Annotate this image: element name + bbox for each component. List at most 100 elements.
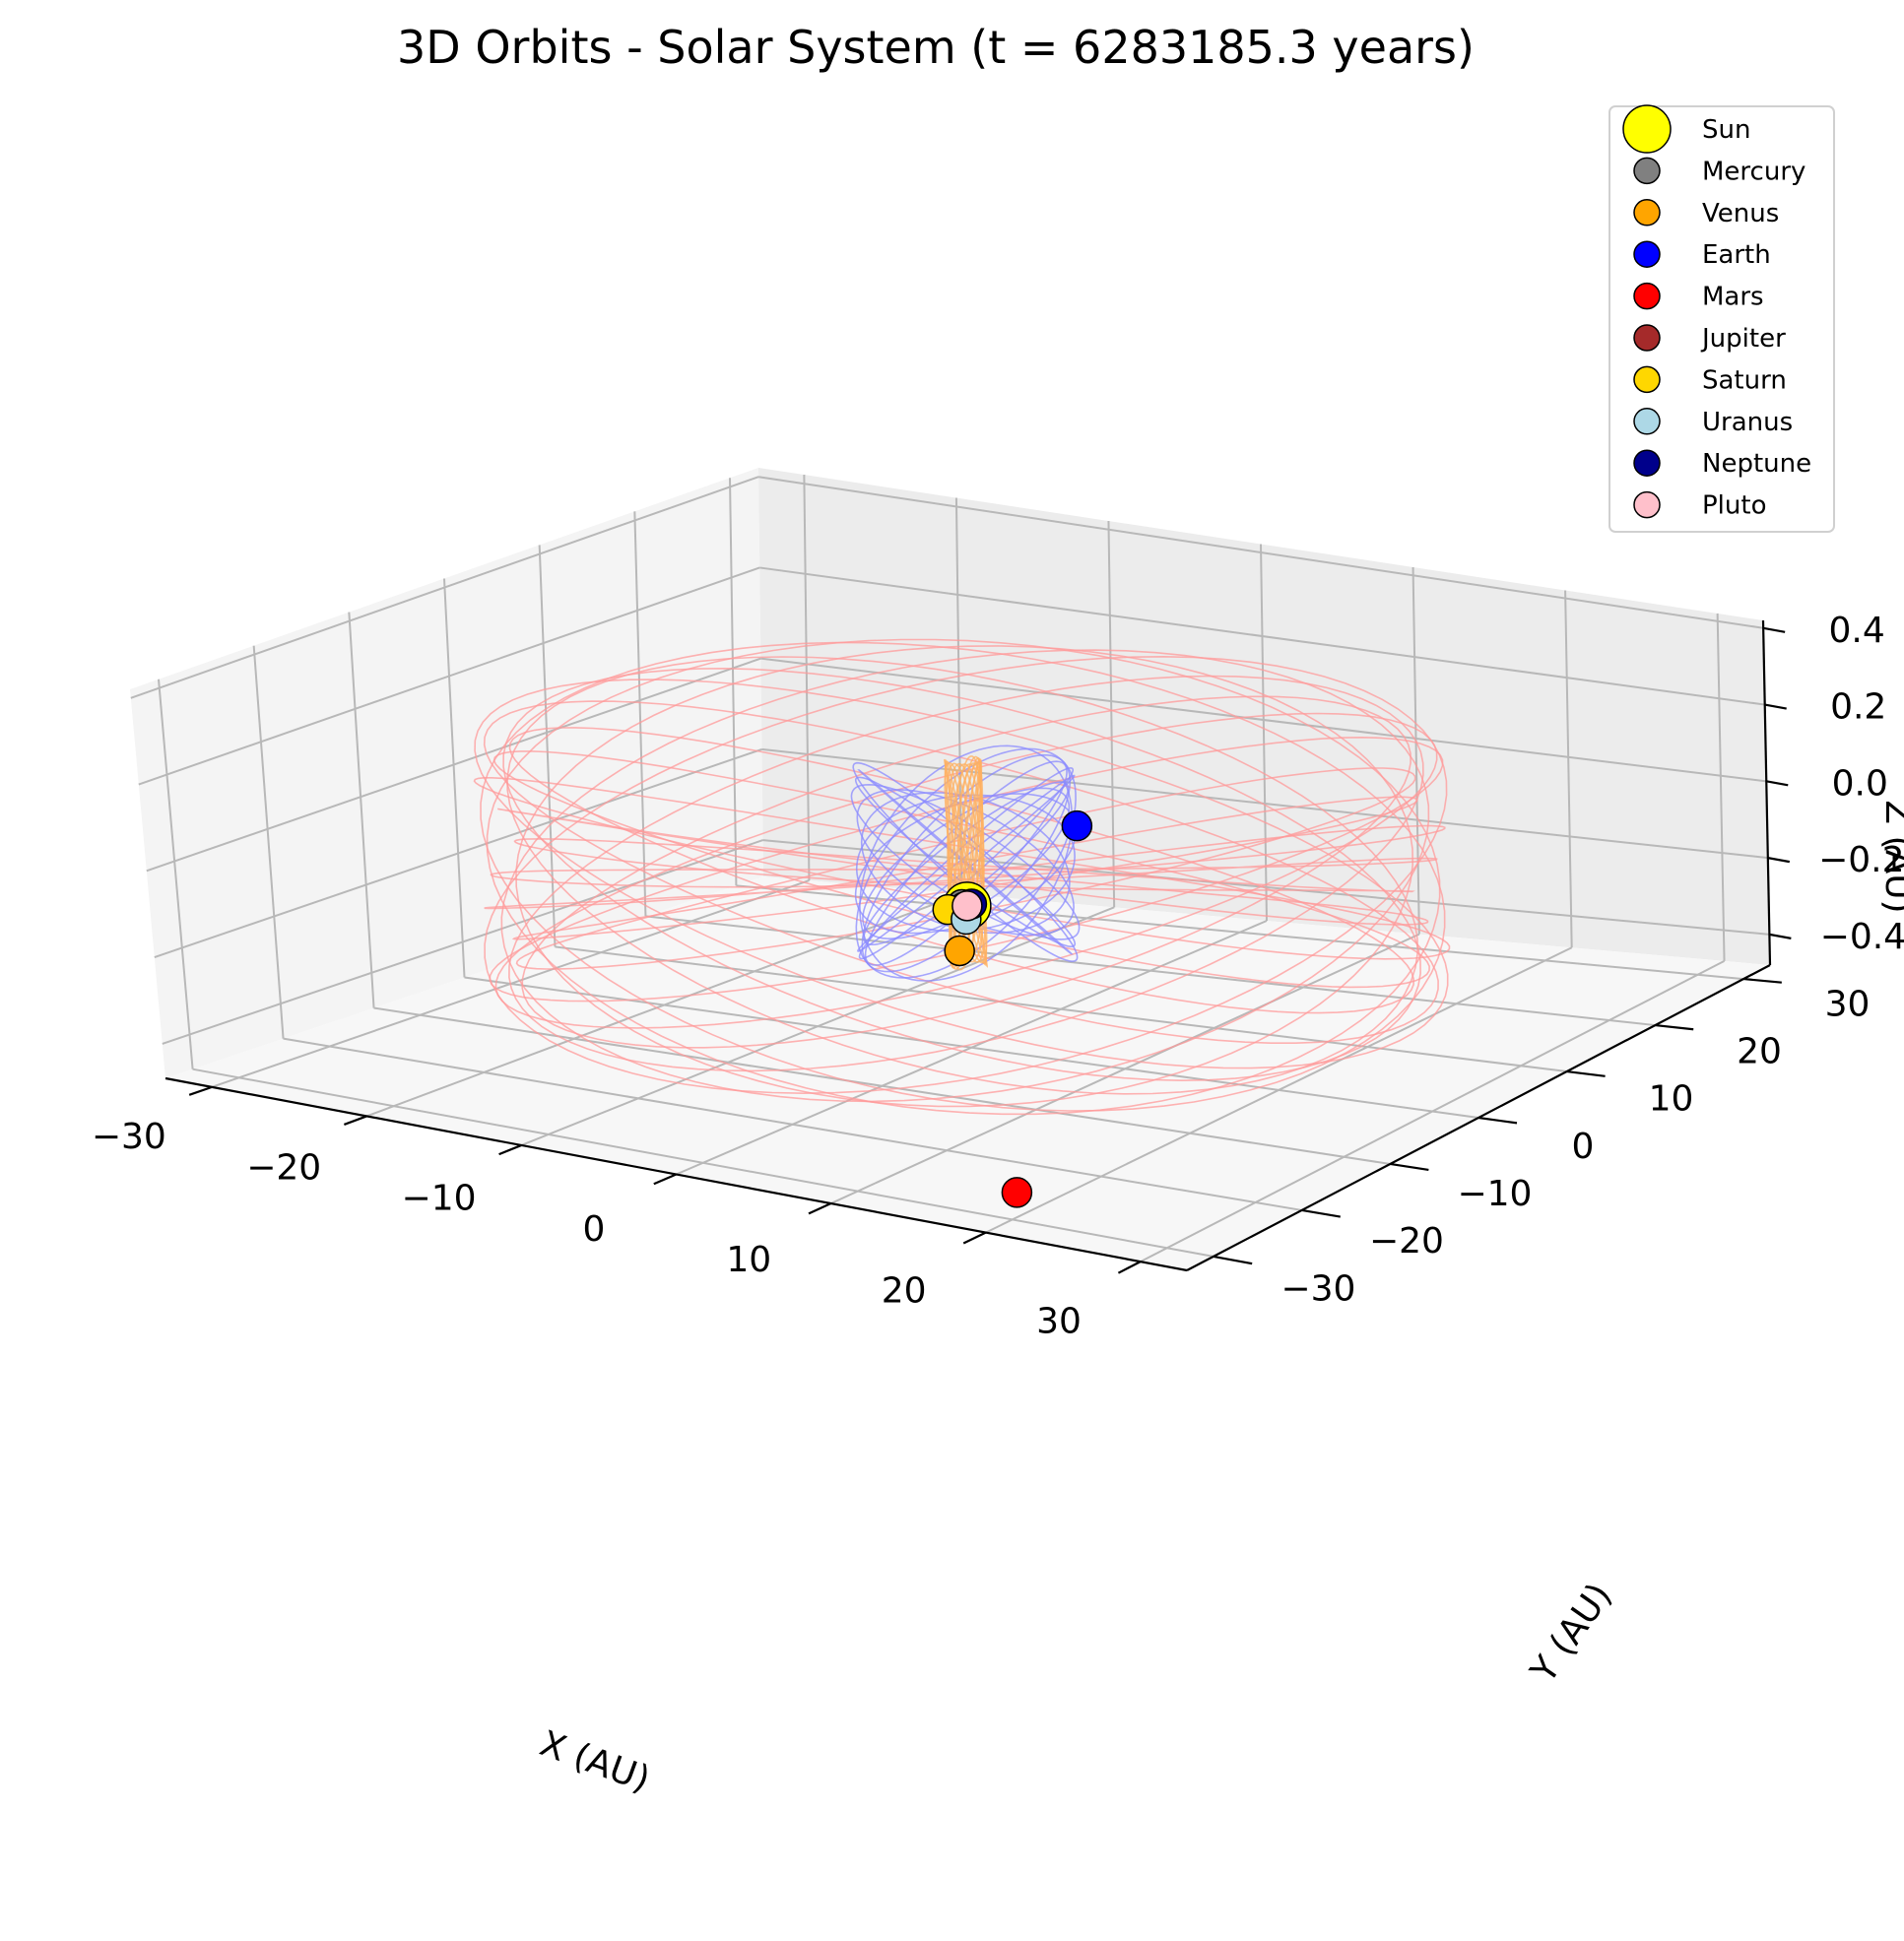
grid-line-z-left [162,839,763,1045]
z-axis-label: Z (AU) [1877,800,1904,913]
x-axis-label: X (AU) [535,1723,655,1800]
legend-label-pluto: Pluto [1702,491,1766,521]
grid-line-x-back [1260,544,1268,922]
orbit-trace [502,667,1421,1082]
legend-label-jupiter: Jupiter [1700,324,1786,354]
legend-marker-mercury [1633,157,1661,185]
y-tick [1655,1023,1694,1031]
grid-line-y-left [729,478,738,886]
grid-line-y-left [348,612,375,1008]
legend-marker-mars [1633,282,1661,310]
grid-line-z-left [146,657,761,873]
legend-marker-pluto [1633,490,1661,519]
grid-line-x-back [803,475,811,881]
x-tick [498,1143,522,1156]
orbit-trace [944,758,988,968]
legend: Sun Mercury Venus Earth Mars Jupiter Saturn Ura… [1609,104,1835,533]
y-tick [1742,977,1782,984]
y-tick-label: 20 [1737,1031,1782,1071]
y-tick-label: 30 [1825,984,1871,1024]
grid-line-z-left [130,476,759,699]
orbit-trace [944,759,987,966]
legend-marker-saturn [1633,365,1661,394]
z-tick-label: 0.4 [1829,611,1885,651]
x-tick [653,1173,677,1186]
orbit-trace [508,675,1424,1072]
z-tick [1766,780,1789,787]
grid-line-x-back [1107,521,1116,908]
grid-line-y-left [158,679,194,1069]
grid-line-y-floor [645,915,1656,1027]
orbit-trace [854,793,1078,935]
orbit-trace [486,638,1441,1116]
y-tick-label: −20 [1369,1221,1444,1262]
legend-box [1609,105,1835,533]
grid-line-x-back [1412,566,1420,935]
z-tick [1769,933,1792,939]
grid-line-z-back [757,476,1764,629]
grid-line-y-floor [373,1006,1391,1165]
legend-label-mercury: Mercury [1702,157,1806,186]
grid-line-y-left [633,511,647,917]
x-tick-label: −20 [246,1147,321,1188]
x-tick [343,1115,367,1126]
orbit-trace [515,645,1414,1108]
x-tick-label: 0 [582,1209,605,1250]
grid-line-y-floor [283,1037,1302,1211]
legend-label-uranus: Uranus [1702,408,1793,437]
axes: −30 −20 −10 0 10 20 30 −30 −20 −10 0 10 20 30 −0.4 −0.2… [92,611,1904,1342]
marker-pluto [952,890,983,922]
z-tick [1767,857,1791,864]
orbit-trace [506,656,1418,1095]
grid-line-y-left [538,545,557,947]
legend-label-mars: Mars [1702,283,1764,312]
legend-label-saturn: Saturn [1702,365,1787,395]
z-tick [1764,703,1787,710]
y-tick [1477,1116,1518,1125]
y-tick-label: 0 [1572,1127,1595,1167]
x-tick-label: 30 [1036,1302,1082,1342]
y-axis-label: Y (AU) [1523,1577,1620,1691]
legend-marker-jupiter [1633,324,1661,352]
z-tick-label: −0.4 [1820,917,1904,957]
legend-marker-uranus [1633,408,1661,435]
grid-line-y-left [252,645,285,1039]
z-tick-label: 0.0 [1832,763,1888,804]
x-tick-label: 20 [882,1270,927,1311]
legend-label-sun: Sun [1702,115,1750,145]
grid-line-x-back [1716,613,1726,961]
y-tick [1213,1255,1253,1265]
y-tick [1566,1069,1606,1077]
grid-line-z-back [761,747,1768,860]
grid-line-z-back [759,566,1765,706]
marker-earth [1061,809,1093,842]
grid-line-y-left [443,578,466,978]
grid-line-z-left [154,747,762,959]
marker-venus [944,935,975,967]
legend-label-earth: Earth [1702,240,1771,270]
x-tick-label: 10 [726,1240,771,1280]
legend-marker-earth [1633,240,1661,268]
grid-line-x-back [1564,590,1573,948]
legend-marker-neptune [1633,449,1661,477]
y-tick [1390,1162,1429,1172]
x-tick [1117,1261,1142,1274]
grid-line-y-floor [555,945,1567,1073]
y-tick [1301,1208,1341,1218]
x-tick [962,1231,987,1245]
z-tick [1762,626,1786,633]
orbit-trace [483,700,1439,1044]
legend-marker-sun [1622,104,1672,154]
orbit-trace [494,712,1438,1029]
orbit-trace [859,744,1074,982]
planet-markers [932,809,1093,1208]
x-tick-label: −10 [402,1179,477,1219]
y-tick-label: −30 [1280,1268,1355,1309]
grid-line-z-back [762,839,1770,936]
x-tick [808,1202,832,1215]
x-tick-label: −30 [92,1117,166,1157]
orbit-trace [500,649,1430,1103]
marker-mars [1001,1177,1033,1208]
grid-line-y-floor [464,976,1479,1119]
